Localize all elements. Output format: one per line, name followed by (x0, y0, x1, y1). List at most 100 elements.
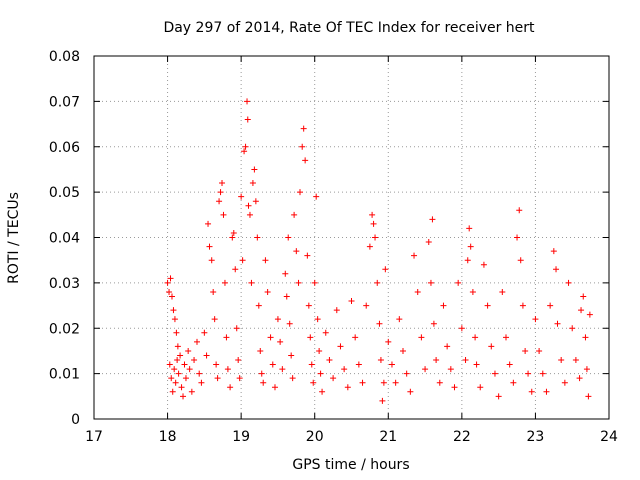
data-point (238, 193, 245, 200)
data-point (235, 357, 242, 364)
data-point (561, 379, 568, 386)
data-point (206, 243, 213, 250)
data-point (223, 334, 230, 341)
data-point (227, 384, 234, 391)
data-point (241, 148, 248, 155)
data-point (295, 279, 302, 286)
data-point (191, 357, 198, 364)
chart-title: Day 297 of 2014, Rate Of TEC Index for r… (163, 20, 535, 36)
data-point (585, 393, 592, 400)
y-tick-label: 0.02 (49, 321, 80, 337)
data-point (236, 375, 243, 382)
data-point (180, 393, 187, 400)
x-tick-label: 20 (306, 429, 324, 445)
data-point (248, 279, 255, 286)
x-tick-label: 24 (600, 429, 618, 445)
data-point (252, 198, 259, 205)
data-point (307, 334, 314, 341)
data-point (267, 334, 274, 341)
data-point (311, 279, 318, 286)
data-point (304, 252, 311, 259)
data-point (506, 361, 513, 368)
data-point (572, 357, 579, 364)
data-point (288, 352, 295, 359)
data-point (558, 357, 565, 364)
data-point (326, 357, 333, 364)
data-point (359, 379, 366, 386)
data-point (525, 370, 532, 377)
data-point (583, 366, 590, 373)
data-point (271, 384, 278, 391)
data-point (341, 366, 348, 373)
y-tick-label: 0.01 (49, 367, 80, 383)
data-point (264, 288, 271, 295)
data-point (201, 329, 208, 336)
data-point (514, 234, 521, 241)
data-point (550, 248, 557, 255)
data-point (291, 211, 298, 218)
data-point (469, 288, 476, 295)
data-point (322, 329, 329, 336)
data-point (344, 384, 351, 391)
data-point (169, 388, 176, 395)
data-point (166, 288, 173, 295)
data-point (258, 370, 265, 377)
data-point (582, 334, 589, 341)
x-tick-label: 23 (527, 429, 545, 445)
y-tick-label: 0 (71, 412, 80, 428)
data-points (164, 98, 593, 404)
y-tick-label: 0.04 (49, 231, 80, 247)
data-point (279, 366, 286, 373)
data-point (491, 370, 498, 377)
data-point (392, 379, 399, 386)
data-point (536, 347, 543, 354)
data-point (444, 343, 451, 350)
data-point (166, 361, 173, 368)
data-point (232, 266, 239, 273)
y-tick-label: 0.05 (49, 185, 80, 201)
data-point (466, 225, 473, 232)
data-point (274, 316, 281, 323)
data-point (388, 361, 395, 368)
data-point (297, 189, 303, 196)
data-point (499, 288, 506, 295)
data-point (172, 379, 179, 386)
x-tick-label: 22 (453, 429, 471, 445)
data-point (242, 143, 249, 150)
data-point (451, 384, 458, 391)
x-tick-label: 21 (379, 429, 397, 445)
data-point (319, 388, 326, 395)
data-point (255, 302, 262, 309)
y-tick-label: 0.07 (49, 94, 80, 110)
data-point (407, 388, 414, 395)
data-point (173, 329, 180, 336)
data-point (427, 279, 434, 286)
data-point (177, 352, 184, 359)
data-point (229, 234, 236, 241)
data-point (210, 288, 217, 295)
data-point (211, 316, 218, 323)
data-point (425, 239, 432, 246)
y-tick-label: 0.08 (49, 49, 80, 65)
data-point (565, 279, 572, 286)
data-point (299, 143, 306, 150)
data-point (503, 334, 509, 341)
data-point (174, 343, 181, 350)
data-point (286, 320, 293, 327)
data-point (196, 370, 203, 377)
data-point (310, 379, 317, 386)
data-point (337, 343, 344, 350)
x-tick-label: 19 (232, 429, 250, 445)
data-point (293, 248, 300, 255)
data-point (214, 375, 221, 382)
data-point (472, 334, 479, 341)
data-point (269, 361, 276, 368)
data-point (246, 211, 253, 218)
data-point (385, 338, 392, 345)
data-point (277, 338, 284, 345)
data-point (455, 279, 462, 286)
data-point (440, 302, 447, 309)
data-point (522, 347, 529, 354)
data-point (422, 366, 429, 373)
data-point (257, 347, 264, 354)
